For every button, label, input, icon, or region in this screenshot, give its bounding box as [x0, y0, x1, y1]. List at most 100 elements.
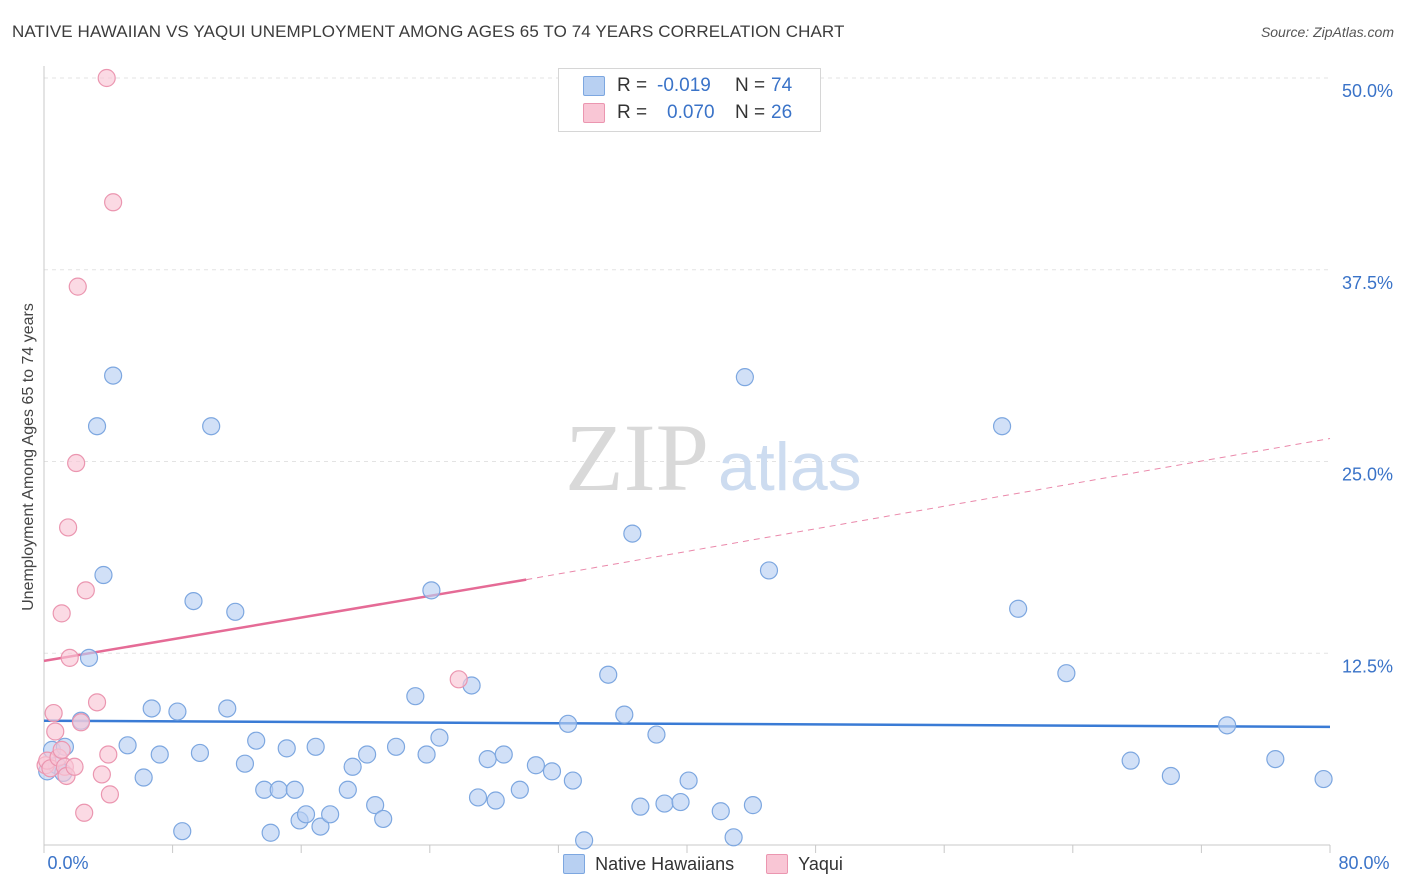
- data-point-native-hawaiians: [343, 757, 362, 776]
- tick-labels: 12.5% 25.0% 37.5% 50.0% 0.0% 80.0%: [47, 81, 1393, 873]
- series-native-hawaiians: [38, 366, 1333, 850]
- blue-swatch: [563, 854, 586, 874]
- data-point-yaqui: [52, 740, 71, 759]
- data-point-native-hawaiians: [430, 728, 449, 747]
- data-point-yaqui: [44, 703, 63, 723]
- y-tick-label: 25.0%: [1342, 465, 1393, 485]
- r-label: R =: [617, 75, 648, 96]
- data-point-native-hawaiians: [526, 756, 545, 775]
- data-point-native-hawaiians: [366, 796, 385, 815]
- watermark: ZIP atlas: [565, 404, 862, 511]
- data-point-native-hawaiians: [202, 417, 221, 436]
- n-label: N =: [735, 102, 766, 123]
- data-point-native-hawaiians: [478, 749, 497, 769]
- data-point-native-hawaiians: [599, 665, 618, 684]
- data-point-native-hawaiians: [735, 368, 754, 387]
- data-point-native-hawaiians: [1266, 749, 1285, 769]
- x-tick-label: 0.0%: [47, 853, 88, 873]
- data-point-yaqui: [46, 722, 65, 741]
- data-point-native-hawaiians: [296, 805, 316, 824]
- data-point-native-hawaiians: [563, 771, 582, 790]
- y-tick-label: 37.5%: [1342, 273, 1393, 293]
- data-point-yaqui: [97, 68, 116, 88]
- data-point-native-hawaiians: [306, 737, 325, 756]
- data-point-yaqui: [65, 757, 84, 776]
- x-tick-label: 80.0%: [1338, 853, 1389, 873]
- stats-row-yaqui: R = 0.070 N = 26: [583, 101, 792, 125]
- legend-label: Native Hawaiians: [595, 853, 735, 874]
- data-point-native-hawaiians: [168, 702, 187, 721]
- data-point-yaqui: [104, 193, 123, 212]
- data-point-yaqui: [100, 785, 120, 804]
- data-point-native-hawaiians: [743, 796, 763, 815]
- data-point-native-hawaiians: [992, 417, 1012, 436]
- data-point-native-hawaiians: [374, 809, 393, 829]
- r-value: -0.019: [657, 75, 711, 96]
- legend-item-native-hawaiians: Native Hawaiians: [563, 854, 734, 875]
- r-value: 0.070: [667, 102, 715, 123]
- data-point-native-hawaiians: [134, 768, 153, 787]
- n-value: 74: [771, 75, 793, 96]
- data-point-native-hawaiians: [1009, 599, 1028, 618]
- data-point-native-hawaiians: [94, 565, 113, 585]
- pink-swatch: [583, 103, 605, 123]
- data-point-yaqui: [92, 765, 111, 784]
- data-point-yaqui: [99, 745, 118, 764]
- data-point-native-hawaiians: [386, 737, 406, 756]
- data-point-yaqui: [67, 453, 86, 473]
- data-point-native-hawaiians: [1121, 751, 1140, 770]
- trend-line-yaqui-extension: [526, 437, 1331, 581]
- trend-lines: [43, 437, 1331, 729]
- stats-legend: R = -0.019 N = 74 R = 0.070 N = 26: [558, 68, 821, 132]
- data-point-native-hawaiians: [218, 699, 237, 718]
- stats-row-native-hawaiians: R = -0.019 N = 74: [583, 74, 792, 98]
- watermark-zip: ZIP: [565, 404, 709, 511]
- data-point-native-hawaiians: [759, 561, 779, 580]
- y-tick-label: 12.5%: [1342, 656, 1393, 676]
- y-tick-label: 50.0%: [1342, 81, 1393, 101]
- axes: [43, 66, 1331, 853]
- data-point-native-hawaiians: [510, 780, 529, 799]
- data-point-native-hawaiians: [104, 366, 123, 385]
- data-point-native-hawaiians: [261, 823, 280, 842]
- data-point-yaqui: [60, 648, 79, 667]
- n-value: 26: [771, 102, 793, 123]
- data-point-native-hawaiians: [671, 792, 690, 812]
- trend-line-native-hawaiians: [43, 719, 1331, 729]
- data-point-yaqui: [76, 581, 95, 600]
- data-point-native-hawaiians: [558, 714, 578, 733]
- data-point-native-hawaiians: [226, 602, 245, 621]
- legend-label: Yaqui: [798, 853, 843, 874]
- grid-lines: [44, 77, 1330, 654]
- data-point-native-hawaiians: [631, 797, 650, 816]
- series-legend: Native Hawaiians Yaqui: [0, 852, 1406, 876]
- data-point-native-hawaiians: [235, 754, 255, 773]
- data-point-native-hawaiians: [406, 687, 425, 706]
- data-point-yaqui: [75, 803, 94, 822]
- data-point-native-hawaiians: [615, 705, 634, 724]
- data-point-native-hawaiians: [655, 794, 674, 813]
- data-point-native-hawaiians: [150, 745, 169, 764]
- data-point-native-hawaiians: [79, 648, 99, 667]
- data-point-native-hawaiians: [184, 591, 203, 611]
- data-point-native-hawaiians: [269, 780, 288, 799]
- data-point-yaqui: [87, 693, 107, 712]
- data-point-native-hawaiians: [87, 417, 107, 436]
- trend-line-yaqui: [43, 578, 527, 663]
- n-label: N =: [735, 75, 766, 96]
- data-point-native-hawaiians: [1057, 664, 1076, 683]
- data-point-native-hawaiians: [1218, 716, 1237, 735]
- data-point-native-hawaiians: [486, 791, 505, 810]
- data-point-native-hawaiians: [724, 828, 743, 847]
- data-point-native-hawaiians: [358, 745, 377, 764]
- data-point-native-hawaiians: [575, 831, 594, 850]
- data-point-native-hawaiians: [311, 817, 330, 836]
- data-point-native-hawaiians: [118, 736, 137, 755]
- data-point-native-hawaiians: [1161, 766, 1180, 786]
- data-point-native-hawaiians: [542, 762, 562, 781]
- data-point-yaqui: [449, 670, 468, 689]
- data-point-native-hawaiians: [494, 745, 513, 764]
- pink-swatch: [766, 854, 789, 874]
- data-point-native-hawaiians: [321, 805, 340, 824]
- data-point-native-hawaiians: [247, 731, 266, 750]
